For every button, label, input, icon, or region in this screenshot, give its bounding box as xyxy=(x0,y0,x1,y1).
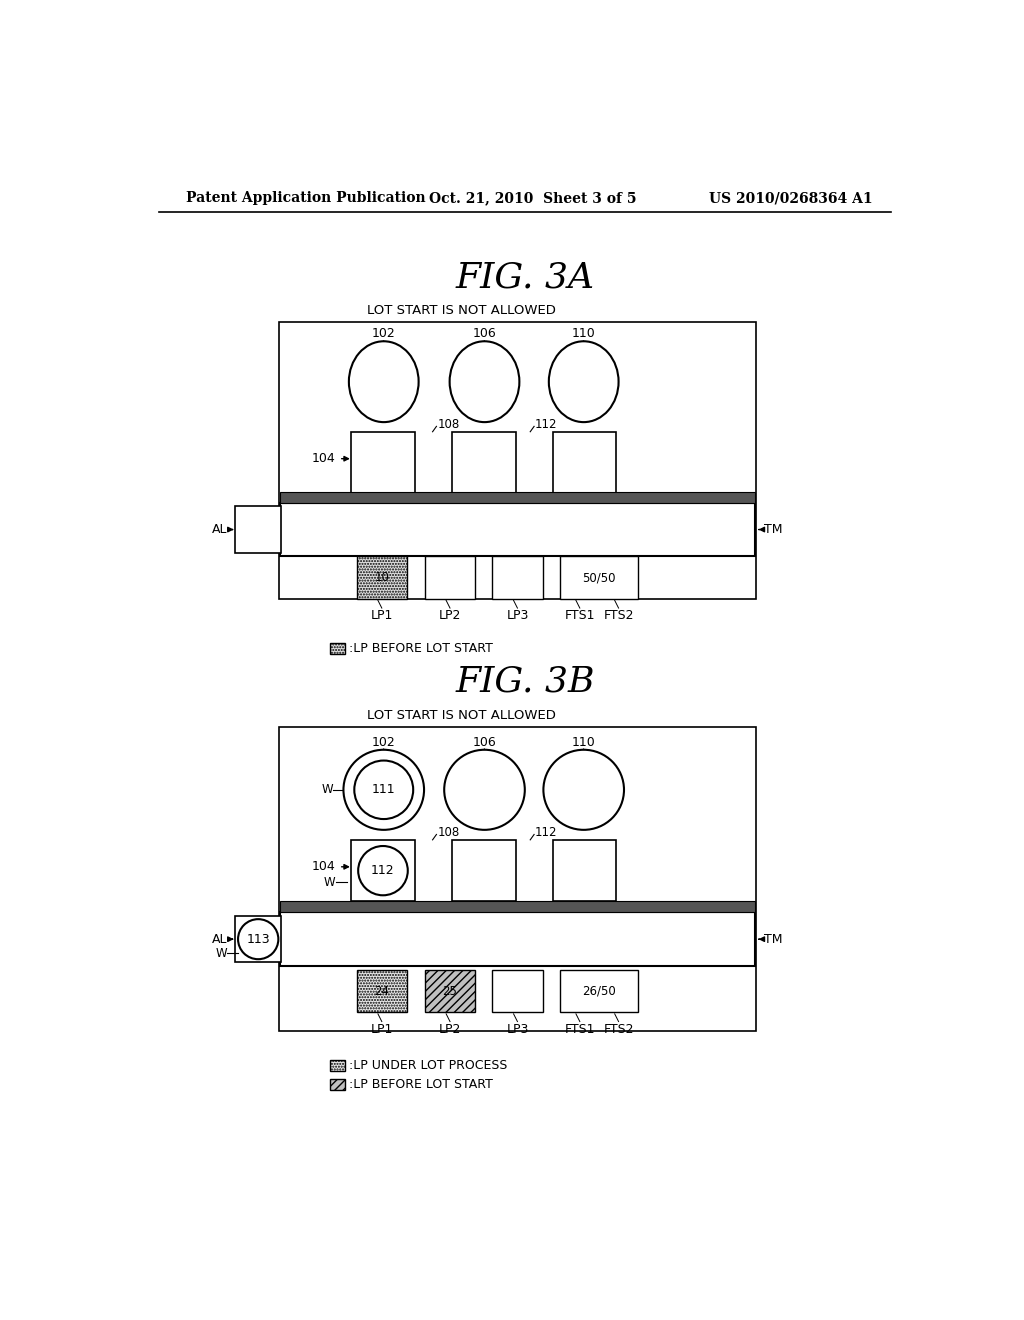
Ellipse shape xyxy=(444,750,524,830)
Text: LP2: LP2 xyxy=(439,610,461,622)
Ellipse shape xyxy=(549,342,618,422)
Bar xyxy=(425,557,475,599)
Text: 108: 108 xyxy=(438,417,460,430)
Text: 112: 112 xyxy=(535,825,557,838)
Text: LP2: LP2 xyxy=(439,1023,461,1036)
Bar xyxy=(280,503,755,557)
Text: :LP BEFORE LOT START: :LP BEFORE LOT START xyxy=(349,1078,493,1092)
Text: 113: 113 xyxy=(247,933,270,945)
Text: LOT START IS NOT ALLOWED: LOT START IS NOT ALLOWED xyxy=(367,709,556,722)
Text: Patent Application Publication: Patent Application Publication xyxy=(186,191,426,206)
Bar xyxy=(553,432,616,494)
Text: 10: 10 xyxy=(375,572,389,585)
Text: 102: 102 xyxy=(372,735,395,748)
Text: W: W xyxy=(322,783,334,796)
Text: 26/50: 26/50 xyxy=(583,985,616,998)
Ellipse shape xyxy=(349,342,419,422)
Text: 106: 106 xyxy=(473,735,497,748)
Text: LP3: LP3 xyxy=(506,1023,528,1036)
Text: LP3: LP3 xyxy=(506,610,528,622)
Bar xyxy=(356,557,407,599)
Text: FTS2: FTS2 xyxy=(603,1023,634,1036)
Text: 104: 104 xyxy=(312,453,336,465)
Bar xyxy=(553,840,616,902)
Bar xyxy=(452,432,515,494)
Text: TM: TM xyxy=(764,933,782,945)
Text: 104: 104 xyxy=(312,861,336,874)
Bar xyxy=(493,557,543,599)
Ellipse shape xyxy=(544,750,624,830)
Bar xyxy=(234,916,282,962)
Text: 112: 112 xyxy=(371,865,395,878)
Text: FTS1: FTS1 xyxy=(564,610,595,622)
Text: 50/50: 50/50 xyxy=(583,572,616,585)
Text: :LP BEFORE LOT START: :LP BEFORE LOT START xyxy=(349,642,493,655)
Text: LP1: LP1 xyxy=(371,610,393,622)
Text: 112: 112 xyxy=(535,417,557,430)
Ellipse shape xyxy=(450,342,519,422)
Ellipse shape xyxy=(343,750,424,830)
Bar xyxy=(330,1060,345,1071)
Bar xyxy=(425,970,475,1012)
Text: TM: TM xyxy=(764,523,782,536)
Bar xyxy=(560,970,638,1012)
Bar xyxy=(351,840,415,902)
Bar xyxy=(560,557,638,599)
Text: LOT START IS NOT ALLOWED: LOT START IS NOT ALLOWED xyxy=(367,305,556,317)
Text: 110: 110 xyxy=(571,327,596,341)
Text: W: W xyxy=(216,946,227,960)
Text: FIG. 3A: FIG. 3A xyxy=(456,261,594,294)
Bar xyxy=(330,643,345,653)
Text: FTS2: FTS2 xyxy=(603,610,634,622)
Text: W: W xyxy=(324,875,336,888)
Text: US 2010/0268364 A1: US 2010/0268364 A1 xyxy=(710,191,872,206)
Bar xyxy=(280,902,755,912)
Text: 108: 108 xyxy=(438,825,460,838)
Text: 24: 24 xyxy=(375,985,389,998)
Bar xyxy=(280,726,756,1031)
Bar xyxy=(351,432,415,494)
Bar xyxy=(280,492,755,503)
Text: FTS1: FTS1 xyxy=(564,1023,595,1036)
Text: 102: 102 xyxy=(372,327,395,341)
Text: 111: 111 xyxy=(372,783,395,796)
Text: FIG. 3B: FIG. 3B xyxy=(455,665,595,700)
Text: LP1: LP1 xyxy=(371,1023,393,1036)
Text: AL: AL xyxy=(212,933,227,945)
Bar xyxy=(330,1080,345,1090)
Bar xyxy=(356,970,407,1012)
Text: 25: 25 xyxy=(442,985,458,998)
Bar xyxy=(493,970,543,1012)
Text: :LP UNDER LOT PROCESS: :LP UNDER LOT PROCESS xyxy=(349,1059,507,1072)
Bar xyxy=(234,507,282,553)
Bar xyxy=(452,840,515,902)
Text: AL: AL xyxy=(212,523,227,536)
Bar xyxy=(280,322,756,599)
Bar xyxy=(280,912,755,966)
Text: 110: 110 xyxy=(571,735,596,748)
Text: 106: 106 xyxy=(473,327,497,341)
Text: Oct. 21, 2010  Sheet 3 of 5: Oct. 21, 2010 Sheet 3 of 5 xyxy=(429,191,636,206)
